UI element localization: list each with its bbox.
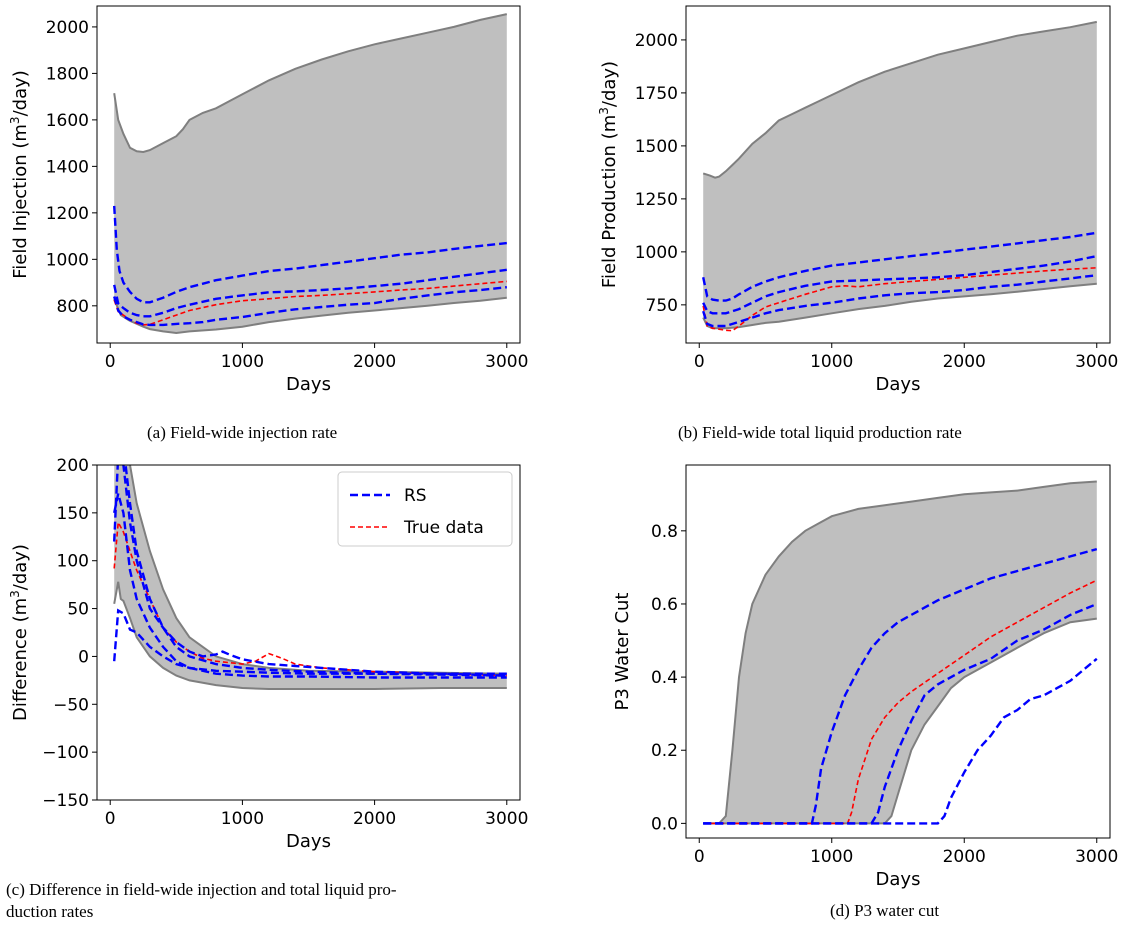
y-axis-label: Difference (m3/day) bbox=[8, 544, 31, 721]
x-tick-label: 2000 bbox=[943, 352, 986, 372]
y-tick-label: 0 bbox=[78, 647, 89, 667]
plot-area bbox=[702, 20, 1098, 332]
y-tick-label: 2000 bbox=[46, 18, 89, 38]
y-tick-label: 50 bbox=[67, 600, 89, 620]
y-axis-label: P3 Water Cut bbox=[612, 593, 633, 711]
band-upper-edge bbox=[702, 20, 1097, 179]
y-tick-label: 800 bbox=[57, 297, 89, 317]
band-lower-edge bbox=[703, 617, 1097, 825]
chart-d: 0 1000 2000 3000 0.0 0.2 0.4 0.6 0.8 Days P3 Water… bbox=[612, 464, 1118, 890]
rs-line-3 bbox=[124, 465, 507, 677]
caption-d: (d) P3 water cut bbox=[830, 901, 940, 920]
band-lower-edge bbox=[702, 282, 1097, 330]
band-lower-edge bbox=[113, 581, 507, 690]
caption-a: (a) Field-wide injection rate bbox=[147, 423, 338, 442]
rs-line-1 bbox=[702, 231, 1097, 302]
plot-area bbox=[113, 13, 508, 335]
y-tick-label: 1600 bbox=[46, 111, 89, 131]
uncertainty-band bbox=[114, 465, 507, 689]
y-tick-label: 200 bbox=[57, 456, 89, 476]
legend-label: True data bbox=[403, 518, 484, 538]
x-tick-label: 2000 bbox=[353, 809, 396, 829]
y-axis-label: Field Injection (m3/day) bbox=[8, 70, 31, 279]
y-tick-label: −150 bbox=[42, 791, 89, 811]
uncertainty-band bbox=[703, 481, 1097, 824]
caption-c-line1: (c) Difference in field-wide injection a… bbox=[6, 880, 397, 899]
y-tick-label: 750 bbox=[646, 296, 678, 316]
band-upper-edge bbox=[113, 13, 508, 154]
y-tick-label: 100 bbox=[57, 552, 89, 572]
rs-line-3 bbox=[703, 657, 1098, 825]
band-upper-edge bbox=[128, 465, 507, 675]
x-tick-label: 0 bbox=[105, 809, 116, 829]
x-axis-label: Days bbox=[876, 374, 921, 395]
rs-line-1 bbox=[113, 608, 507, 675]
x-tick-label: 1000 bbox=[221, 809, 264, 829]
x-tick-label: 0 bbox=[694, 352, 705, 372]
true-data-line bbox=[703, 579, 1098, 825]
x-axis-label: Days bbox=[876, 869, 921, 890]
x-tick-label: 0 bbox=[694, 847, 705, 867]
y-tick-label: −100 bbox=[42, 743, 89, 763]
x-tick-label: 1000 bbox=[221, 352, 264, 372]
y-tick-label: −50 bbox=[53, 695, 89, 715]
rs-line-4 bbox=[113, 493, 507, 679]
rs-line-2 bbox=[113, 465, 507, 677]
x-axis-label: Days bbox=[286, 374, 331, 395]
axes-frame bbox=[685, 5, 1111, 344]
plot-area bbox=[113, 465, 507, 690]
y-tick-label: 0.0 bbox=[651, 814, 678, 834]
x-tick-label: 3000 bbox=[485, 352, 528, 372]
y-tick-label: 1400 bbox=[46, 157, 89, 177]
y-tick-label: 1250 bbox=[635, 190, 678, 210]
legend-label: RS bbox=[404, 486, 427, 506]
caption-c-line2: duction rates bbox=[6, 902, 94, 921]
chart-b: 0 1000 2000 3000 750 1000 1250 1500 1750 2000 Days… bbox=[597, 5, 1118, 395]
chart-a: 0 1000 2000 3000 800 1000 1200 1400 1600 1800 2000… bbox=[8, 5, 528, 395]
y-tick-label: 0.2 bbox=[651, 741, 678, 761]
x-axis-label: Days bbox=[286, 831, 331, 852]
x-tick-label: 3000 bbox=[485, 809, 528, 829]
y-tick-label: 0.6 bbox=[651, 595, 678, 615]
uncertainty-band bbox=[703, 21, 1097, 329]
legend: RS True data bbox=[337, 471, 513, 547]
true-data-line bbox=[113, 280, 507, 326]
y-tick-label: 1200 bbox=[46, 204, 89, 224]
x-tick-label: 1000 bbox=[810, 352, 853, 372]
x-tick-label: 3000 bbox=[1075, 352, 1118, 372]
y-tick-label: 0.4 bbox=[651, 668, 678, 688]
band-upper-edge bbox=[703, 480, 1097, 825]
y-tick-label: 1000 bbox=[635, 243, 678, 263]
y-tick-label: 1000 bbox=[46, 250, 89, 270]
uncertainty-band bbox=[114, 14, 507, 333]
x-tick-label: 3000 bbox=[1075, 847, 1118, 867]
rs-line-2 bbox=[703, 602, 1098, 825]
rs-line-2 bbox=[702, 254, 1098, 315]
legend-box bbox=[337, 471, 513, 547]
rs-line-1 bbox=[113, 205, 507, 304]
y-axis-label: Field Production (m3/day) bbox=[597, 61, 620, 288]
x-tick-label: 0 bbox=[105, 352, 116, 372]
y-tick-label: 150 bbox=[57, 504, 89, 524]
axes-frame bbox=[96, 5, 521, 344]
rs-line-3 bbox=[113, 286, 507, 327]
y-tick-label: 2000 bbox=[635, 31, 678, 51]
band-lower-edge bbox=[113, 296, 507, 335]
chart-c: 0 1000 2000 3000 −150 −100 −50 0 50 100 150 200 Days… bbox=[8, 456, 528, 852]
x-tick-label: 1000 bbox=[810, 847, 853, 867]
y-tick-label: 1800 bbox=[46, 64, 89, 84]
true-data-line bbox=[702, 267, 1097, 332]
plot-area bbox=[703, 480, 1098, 825]
axes-frame bbox=[96, 464, 521, 801]
y-tick-label: 1750 bbox=[635, 84, 678, 104]
caption-b: (b) Field-wide total liquid production r… bbox=[678, 423, 962, 442]
y-tick-label: 1500 bbox=[635, 137, 678, 157]
x-tick-label: 2000 bbox=[353, 352, 396, 372]
rs-line-1 bbox=[703, 547, 1098, 825]
rs-line-2 bbox=[113, 268, 507, 318]
y-tick-label: 0.8 bbox=[651, 522, 678, 542]
axes-frame bbox=[685, 464, 1111, 839]
x-tick-label: 2000 bbox=[943, 847, 986, 867]
